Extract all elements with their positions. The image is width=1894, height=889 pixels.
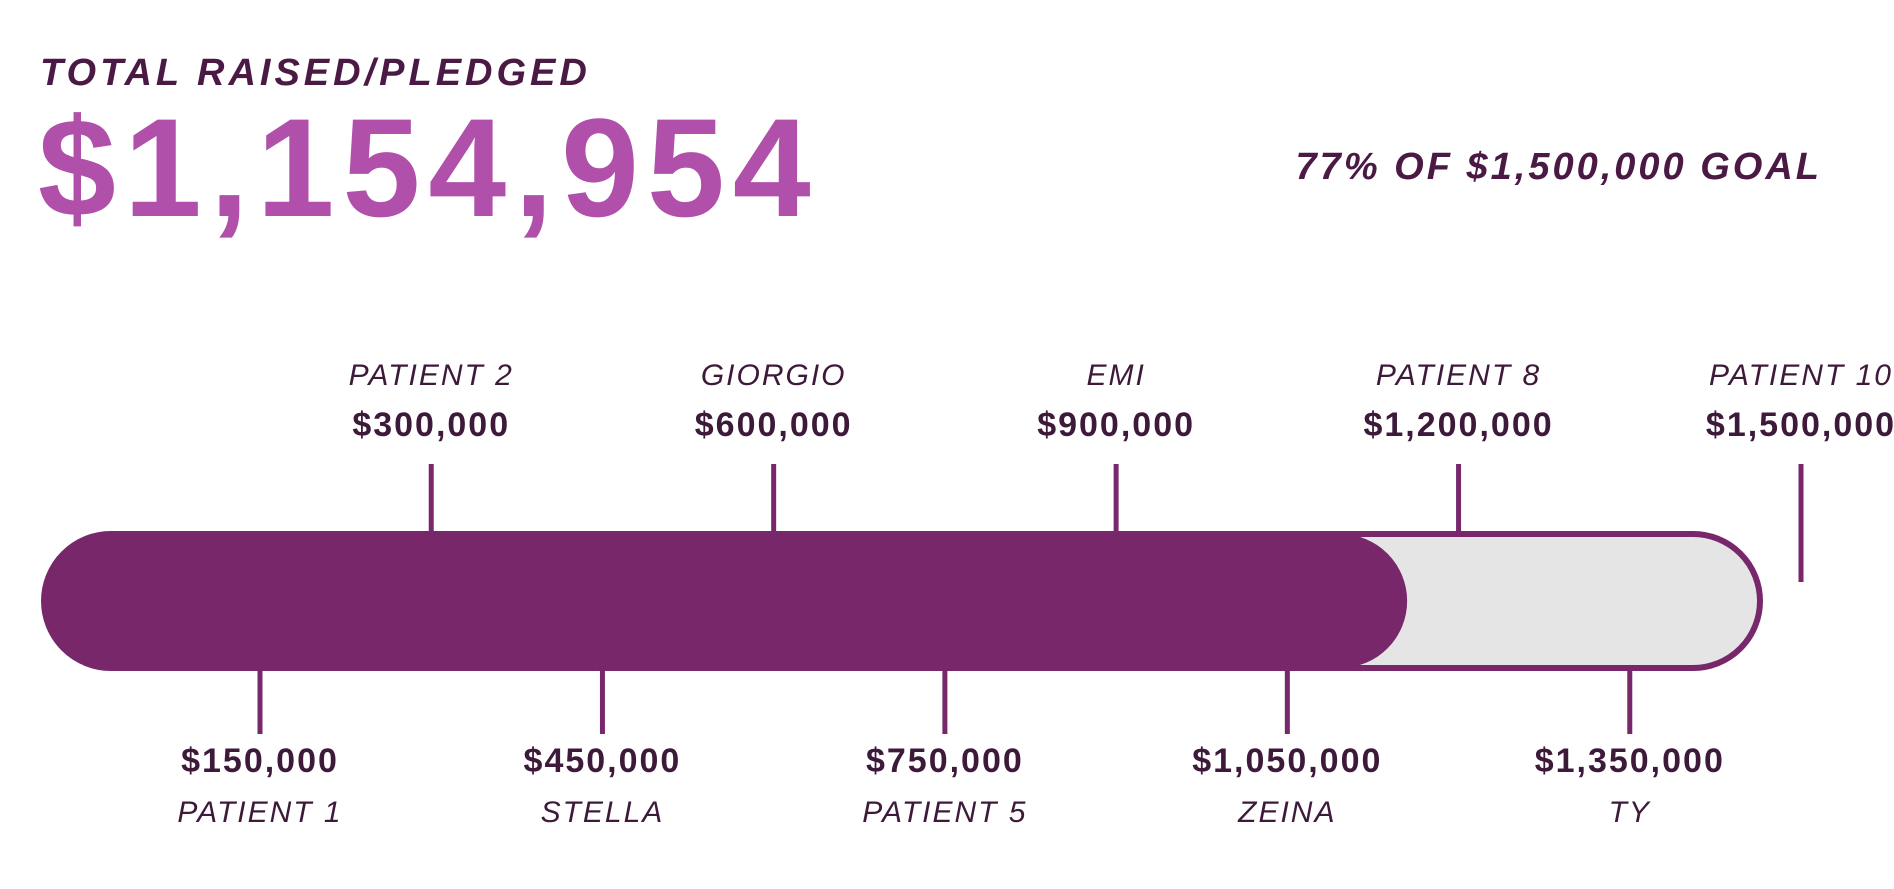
milestone-name: ZEINA (1237, 796, 1336, 829)
milestone-amount: $1,350,000 (1535, 742, 1725, 780)
milestone-amount: $150,000 (181, 742, 339, 780)
milestone-5: $750,000 PATIENT 5 (862, 666, 1027, 829)
milestone-amount: $600,000 (695, 406, 853, 444)
milestone-name: PATIENT 1 (177, 796, 342, 829)
milestone-amount: $1,200,000 (1363, 406, 1553, 444)
milestone-amount: $1,500,000 (1706, 406, 1894, 444)
milestone-name: GIORGIO (701, 359, 847, 392)
milestone-3: $450,000 STELLA (524, 666, 682, 829)
milestone-amount: $450,000 (524, 742, 682, 780)
progress-bar (41, 531, 1763, 671)
milestone-amount: $300,000 (352, 406, 510, 444)
milestone-amount: $900,000 (1037, 406, 1195, 444)
milestone-4: GIORGIO $600,000 (695, 359, 853, 536)
milestone-6: EMI $900,000 (1037, 359, 1195, 536)
milestone-name: PATIENT 5 (862, 796, 1027, 829)
total-raised-amount: $1,154,954 (38, 89, 819, 246)
milestone-name: EMI (1086, 359, 1145, 392)
total-raised-label: TOTAL RAISED/PLEDGED (40, 52, 591, 94)
milestone-9: $1,350,000 TY (1535, 666, 1725, 829)
milestone-2: PATIENT 2 $300,000 (349, 359, 514, 536)
milestone-name: PATIENT 10 (1709, 359, 1893, 392)
milestone-name: PATIENT 2 (349, 359, 514, 392)
progress-fill (44, 534, 1408, 668)
goal-progress-text: 77% OF $1,500,000 GOAL (1295, 146, 1822, 188)
milestone-amount: $750,000 (866, 742, 1024, 780)
milestone-10: PATIENT 10 $1,500,000 (1706, 359, 1894, 582)
milestone-name: TY (1609, 796, 1651, 829)
milestone-7: $1,050,000 ZEINA (1192, 666, 1382, 829)
milestone-name: PATIENT 8 (1376, 359, 1541, 392)
milestone-markers: $150,000 PATIENT 1 PATIENT 2 $300,000 $450,0… (177, 359, 1894, 829)
milestone-1: $150,000 PATIENT 1 (177, 666, 342, 829)
milestone-name: STELLA (541, 796, 665, 829)
milestone-8: PATIENT 8 $1,200,000 (1363, 359, 1553, 536)
milestone-amount: $1,050,000 (1192, 742, 1382, 780)
